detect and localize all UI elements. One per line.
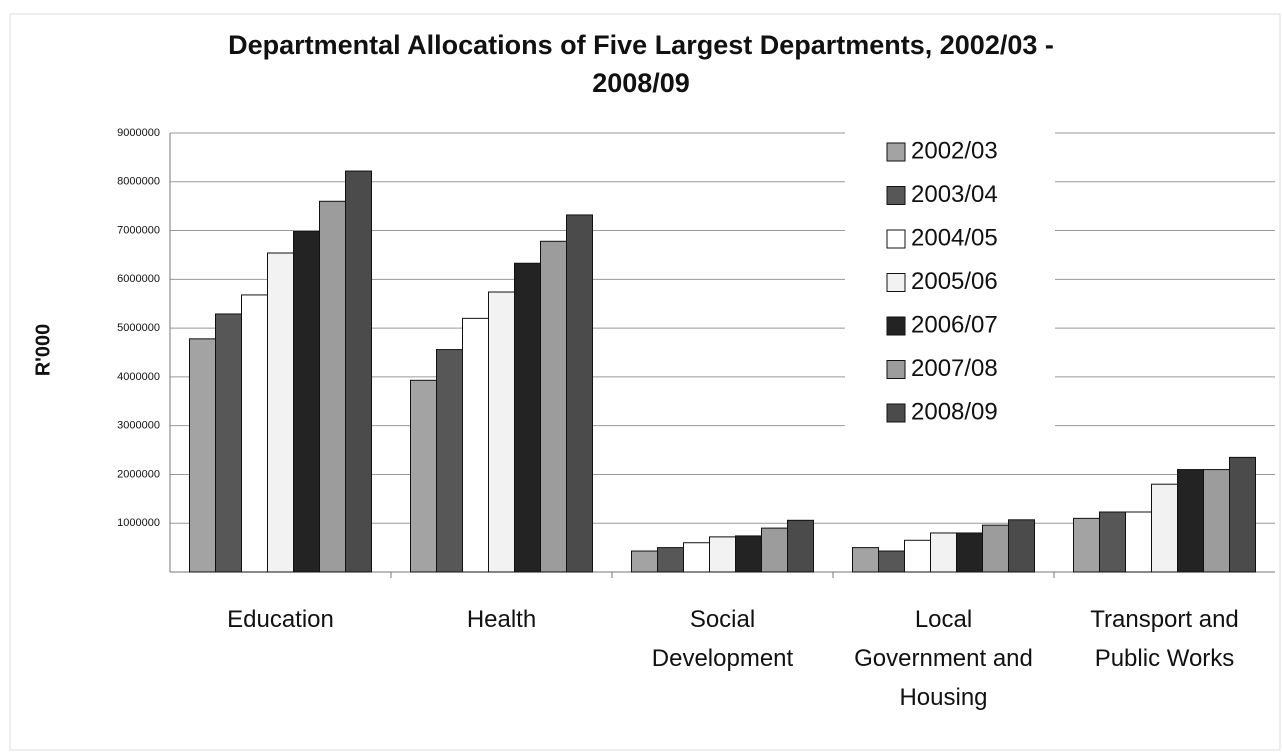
bar <box>761 527 788 573</box>
bar <box>930 532 957 573</box>
bar <box>462 317 489 573</box>
bar <box>488 291 515 573</box>
bar <box>1008 519 1035 573</box>
bar <box>878 550 905 573</box>
bar <box>1177 469 1204 573</box>
legend-label: 2007/08 <box>911 355 998 382</box>
bar <box>735 535 762 573</box>
bar <box>657 547 684 573</box>
bar <box>410 379 437 573</box>
y-tick-label: 6000000 <box>117 273 160 285</box>
legend-swatch <box>886 360 906 379</box>
bar <box>293 231 320 573</box>
bar <box>1203 469 1230 573</box>
legend-label: 2003/04 <box>911 181 998 208</box>
chart-title: Departmental Allocations of Five Largest… <box>228 30 1054 98</box>
bar <box>436 349 463 573</box>
bar <box>956 532 983 573</box>
bar <box>189 338 216 573</box>
x-tick-label: Education <box>227 606 334 633</box>
y-axis-title: R'000 <box>32 324 54 377</box>
legend-swatch <box>886 229 906 249</box>
bar <box>1151 483 1178 573</box>
bar <box>982 524 1009 573</box>
bar <box>540 240 567 573</box>
y-tick-label: 1000000 <box>117 517 160 529</box>
bar <box>267 252 294 573</box>
bar <box>631 550 658 573</box>
legend-swatch <box>886 186 906 205</box>
x-tick-label: Social Development <box>651 606 794 672</box>
x-tick-label: Transport and Public Works <box>1090 606 1239 672</box>
legend-swatch <box>886 316 906 336</box>
bar <box>904 539 931 573</box>
bar <box>787 519 814 573</box>
legend-box <box>845 128 1055 432</box>
legend-label: 2008/09 <box>911 398 998 425</box>
bar <box>1125 511 1152 573</box>
y-tick-label: 5000000 <box>117 322 160 334</box>
bar <box>1073 517 1100 573</box>
bar <box>709 536 736 573</box>
legend-label: 2002/03 <box>911 137 998 164</box>
bar <box>1099 511 1126 573</box>
bar <box>241 294 268 573</box>
bar <box>852 547 879 573</box>
legend-label: 2006/07 <box>911 311 998 338</box>
legend-swatch <box>886 273 906 292</box>
legend-label: 2005/06 <box>911 268 998 295</box>
y-tick-label: 2000000 <box>117 468 160 480</box>
x-tick-label: Local Government and Housing <box>854 606 1033 711</box>
legend-swatch <box>886 142 906 162</box>
bar <box>1229 456 1256 573</box>
bar <box>566 214 593 573</box>
y-tick-label: 9000000 <box>117 127 160 139</box>
y-tick-label: 8000000 <box>117 176 160 188</box>
x-tick-label: Health <box>466 606 537 633</box>
legend-label: 2004/05 <box>911 224 998 251</box>
legend-swatch <box>886 403 906 423</box>
bar <box>514 262 541 573</box>
bar <box>319 200 346 573</box>
y-tick-label: 4000000 <box>117 371 160 383</box>
bar <box>683 542 710 573</box>
bar <box>345 170 372 573</box>
y-tick-label: 3000000 <box>117 420 160 432</box>
y-tick-label: 7000000 <box>117 224 160 236</box>
bar <box>215 313 242 573</box>
